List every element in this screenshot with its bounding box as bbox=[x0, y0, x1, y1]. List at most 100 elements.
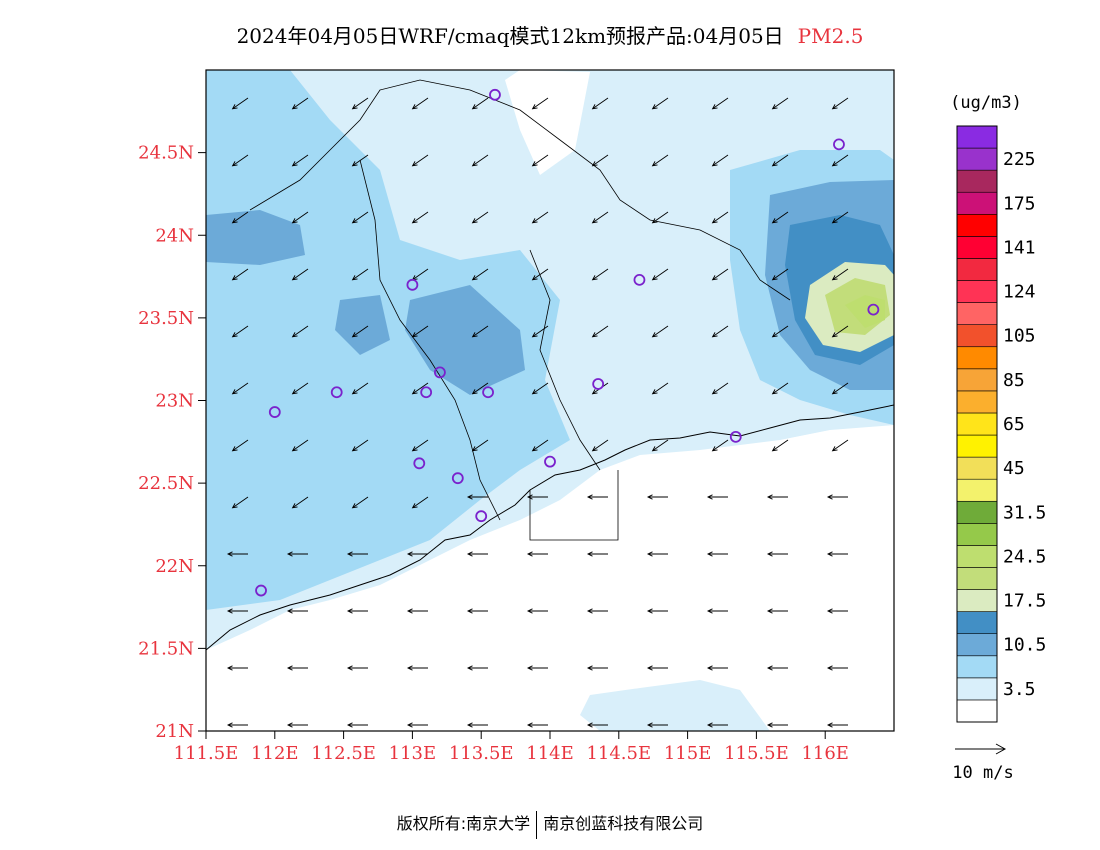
x-tick-label: 112.5E bbox=[311, 743, 376, 764]
wind-arrowhead bbox=[351, 275, 358, 281]
x-tick-label: 112E bbox=[251, 743, 299, 764]
wind-arrow bbox=[352, 211, 369, 224]
wind-arrowhead bbox=[226, 665, 233, 671]
wind-arrowhead bbox=[351, 104, 358, 110]
legend-label: 45 bbox=[1003, 458, 1025, 479]
wind-arrow bbox=[412, 97, 429, 110]
wind-arrowhead bbox=[831, 275, 838, 281]
field-band-east-g3 bbox=[845, 295, 885, 328]
y-tick-label: 23N bbox=[155, 391, 194, 412]
wind-arrowhead bbox=[471, 104, 478, 110]
wind-arrowhead bbox=[711, 332, 718, 338]
wind-arrow bbox=[292, 439, 309, 452]
wind-arrowhead bbox=[351, 161, 358, 167]
wind-arrow bbox=[352, 382, 369, 395]
station-marker bbox=[434, 366, 446, 379]
legend-swatch bbox=[956, 412, 998, 436]
station-marker bbox=[420, 386, 433, 399]
wind-arrowhead bbox=[406, 665, 413, 671]
wind-arrowhead bbox=[771, 218, 778, 224]
chart-title: 2024年04月05日WRF/cmaq模式12km预报产品:04月05日 PM2.… bbox=[0, 20, 1100, 49]
wind-arrowhead bbox=[346, 722, 353, 728]
station-marker bbox=[268, 406, 281, 418]
station-marker bbox=[592, 378, 605, 390]
wind-arrowhead bbox=[766, 665, 773, 671]
wind-arrow bbox=[232, 211, 249, 224]
wind-arrowhead bbox=[411, 503, 418, 509]
wind-arrow bbox=[592, 97, 609, 110]
legend-label: 225 bbox=[1003, 149, 1036, 170]
wind-arrowhead bbox=[531, 218, 538, 224]
wind-arrow bbox=[772, 211, 789, 224]
legend-swatch bbox=[956, 191, 998, 215]
wind-arrowhead bbox=[766, 608, 773, 614]
wind-arrow bbox=[292, 97, 309, 110]
wind-arrowhead bbox=[471, 446, 478, 452]
wind-arrowhead bbox=[826, 551, 833, 557]
wind-arrowhead bbox=[471, 332, 478, 338]
wind-arrow bbox=[652, 268, 669, 281]
wind-arrow bbox=[712, 211, 729, 224]
legend-swatch bbox=[956, 567, 998, 590]
wind-arrowhead bbox=[291, 503, 298, 509]
station-marker bbox=[489, 88, 501, 101]
wind-arrow bbox=[472, 97, 489, 110]
wind-scale-arrowhead bbox=[995, 743, 1007, 755]
wind-arrowhead bbox=[646, 494, 653, 500]
y-tick-label: 21N bbox=[155, 721, 194, 742]
legend-label: 65 bbox=[1003, 414, 1025, 435]
wind-arrowhead bbox=[531, 275, 538, 281]
wind-arrow bbox=[592, 268, 609, 281]
wind-arrow bbox=[412, 154, 429, 167]
wind-arrowhead bbox=[826, 722, 833, 728]
wind-arrowhead bbox=[286, 722, 293, 728]
wind-arrow bbox=[472, 382, 489, 395]
wind-arrowhead bbox=[711, 161, 718, 167]
wind-arrowhead bbox=[231, 275, 238, 281]
wind-arrowhead bbox=[766, 551, 773, 557]
wind-arrowhead bbox=[826, 494, 833, 500]
y-tick-label: 24.5N bbox=[138, 143, 194, 164]
wind-arrowhead bbox=[591, 446, 598, 452]
wind-arrowhead bbox=[286, 551, 293, 557]
wind-arrow bbox=[832, 382, 849, 395]
wind-arrowhead bbox=[231, 332, 238, 338]
legend-swatch bbox=[956, 346, 998, 370]
wind-arrow bbox=[832, 325, 849, 338]
x-tick-label: 113E bbox=[389, 743, 437, 764]
wind-arrowhead bbox=[766, 722, 773, 728]
boundary-hk bbox=[529, 470, 619, 541]
wind-arrowhead bbox=[231, 218, 238, 224]
wind-arrow bbox=[832, 439, 849, 452]
legend-swatch bbox=[956, 390, 998, 414]
legend-unit: (ug/m3) bbox=[950, 93, 1022, 113]
wind-arrowhead bbox=[471, 389, 478, 395]
wind-arrowhead bbox=[526, 551, 533, 557]
wind-arrow bbox=[832, 268, 849, 281]
wind-arrowhead bbox=[771, 161, 778, 167]
y-tick-label: 23.5N bbox=[138, 308, 194, 329]
wind-arrowhead bbox=[346, 608, 353, 614]
wind-arrowhead bbox=[466, 494, 473, 500]
wind-arrow bbox=[412, 211, 429, 224]
wind-arrow bbox=[832, 97, 849, 110]
wind-arrow bbox=[772, 268, 789, 281]
wind-arrowhead bbox=[831, 161, 838, 167]
x-tick-label: 115E bbox=[664, 743, 712, 764]
wind-arrow bbox=[472, 439, 489, 452]
wind-arrowhead bbox=[706, 722, 713, 728]
wind-arrowhead bbox=[226, 551, 233, 557]
wind-arrow bbox=[472, 325, 489, 338]
wind-arrowhead bbox=[771, 389, 778, 395]
wind-arrowhead bbox=[231, 104, 238, 110]
wind-arrow bbox=[412, 439, 429, 452]
legend-swatch bbox=[956, 236, 998, 259]
wind-arrow bbox=[412, 496, 429, 509]
station-marker bbox=[544, 455, 556, 468]
wind-arrow bbox=[832, 211, 849, 224]
wind-arrow bbox=[592, 439, 609, 452]
wind-arrowhead bbox=[411, 161, 418, 167]
wind-arrow bbox=[232, 268, 249, 281]
legend-swatch bbox=[956, 655, 998, 679]
wind-arrowhead bbox=[651, 446, 658, 452]
